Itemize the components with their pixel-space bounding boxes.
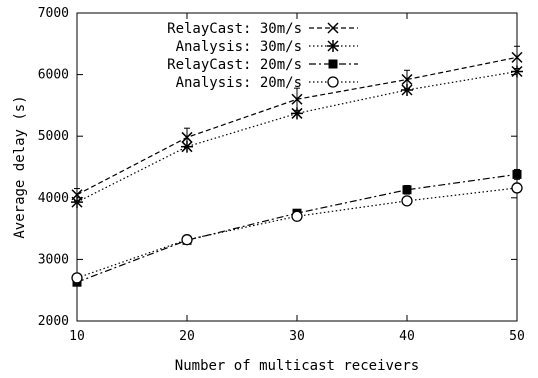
legend-marker — [327, 40, 339, 52]
series-1 — [71, 45, 523, 202]
legend-item: Analysis: 30m/s — [176, 39, 358, 55]
legend-label: Analysis: 30m/s — [176, 39, 302, 55]
data-point — [401, 73, 413, 86]
data-point — [512, 169, 522, 179]
data-point — [402, 185, 412, 195]
legend-label: RelayCast: 30m/s — [167, 21, 302, 37]
legend-marker — [327, 22, 339, 34]
data-point — [511, 51, 523, 63]
legend: RelayCast: 30m/s Analysis: 30m/s RelayCast… — [167, 21, 358, 91]
series-line — [76, 173, 518, 283]
y-tick-label: 5000 — [38, 129, 69, 144]
x-tick-label: 50 — [509, 329, 525, 344]
data-point — [181, 234, 193, 246]
data-point — [181, 131, 193, 143]
x-tick-label: 10 — [69, 329, 85, 344]
data-point — [291, 107, 303, 120]
legend-item: Analysis: 20m/s — [176, 75, 358, 91]
data-point — [71, 272, 83, 284]
y-tick-label: 6000 — [38, 68, 69, 83]
x-tick-label: 30 — [289, 329, 305, 344]
legend-item: RelayCast: 20m/s — [167, 57, 358, 73]
data-point — [511, 65, 523, 78]
y-tick-label: 4000 — [38, 191, 69, 206]
series-line — [76, 187, 518, 279]
y-axis-title: Average delay (s) — [12, 95, 28, 238]
legend-marker — [328, 59, 338, 69]
data-point — [181, 140, 193, 153]
data-point — [401, 195, 413, 207]
y-tick-label: 7000 — [38, 6, 69, 21]
data-point — [71, 196, 83, 209]
y-tick-label: 2000 — [38, 314, 69, 329]
y-tick-label: 3000 — [38, 252, 69, 267]
x-tick-label: 40 — [399, 329, 415, 344]
series-3 — [72, 168, 522, 287]
legend-item: RelayCast: 30m/s — [167, 21, 358, 37]
legend-label: RelayCast: 20m/s — [167, 57, 302, 73]
legend-marker — [327, 76, 339, 88]
data-point — [401, 84, 413, 96]
legend-label: Analysis: 20m/s — [176, 75, 302, 91]
series-2 — [71, 65, 523, 209]
data-point — [291, 93, 303, 105]
x-axis-title: Number of multicast receivers — [175, 358, 419, 374]
data-point — [291, 210, 303, 222]
series-4 — [71, 182, 523, 284]
x-tick-label: 20 — [179, 329, 195, 344]
data-point — [511, 182, 523, 194]
